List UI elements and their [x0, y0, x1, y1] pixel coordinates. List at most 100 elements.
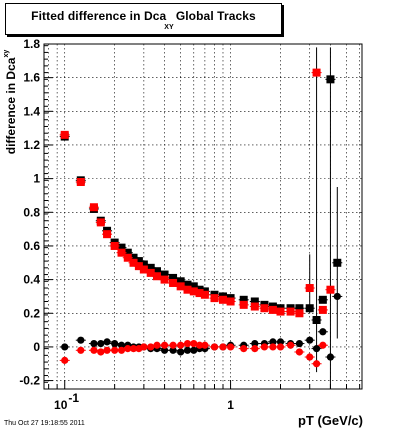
data-point-square — [195, 289, 204, 298]
data-point-square — [123, 253, 132, 262]
y-tick-label: 1.8 — [23, 37, 40, 51]
data-point-circle — [295, 348, 304, 356]
y-tick-label: 1.6 — [23, 71, 40, 85]
error-bars — [309, 47, 338, 389]
timestamp: Thu Oct 27 19:18:55 2011 — [4, 420, 85, 427]
data-point-square — [226, 297, 235, 306]
data-point-circle — [286, 341, 295, 349]
data-point-square — [312, 316, 321, 324]
data-point-circle — [77, 336, 85, 344]
chart-title: Fitted difference in DcaXYGlobal Tracks — [6, 9, 281, 31]
data-point-circle — [177, 341, 185, 349]
data-point-circle — [312, 345, 321, 353]
data-point-circle — [319, 341, 327, 349]
data-point-circle — [306, 336, 314, 344]
data-point-square — [60, 130, 69, 139]
data-point-circle — [111, 346, 119, 354]
data-point-square — [117, 243, 126, 252]
data-point-square — [76, 178, 85, 186]
data-point-circle — [251, 339, 259, 348]
data-point-square — [239, 295, 248, 304]
data-point-circle — [226, 343, 235, 351]
x-tick-label: 1 — [227, 398, 234, 412]
y-tick-label: 0.8 — [23, 205, 40, 219]
data-point-square — [318, 305, 327, 314]
y-tick-label: 1.2 — [23, 138, 40, 152]
title-suffix: Global Tracks — [175, 9, 256, 23]
data-point-square — [189, 282, 198, 291]
data-point-circle — [183, 339, 192, 348]
data-point-square — [169, 278, 178, 287]
data-point-square — [250, 297, 259, 306]
data-point-circle — [169, 346, 177, 354]
data-point-circle — [160, 346, 169, 354]
data-point-square — [286, 307, 295, 316]
x-tick-label: 10 — [54, 398, 68, 412]
data-point-circle — [240, 345, 248, 353]
data-point-square — [129, 253, 138, 262]
data-point-circle — [77, 346, 85, 354]
data-point-circle — [269, 338, 277, 346]
data-point-circle — [295, 339, 304, 348]
data-point-square — [139, 260, 148, 269]
data-point-square — [146, 268, 155, 277]
data-point-circle — [210, 343, 219, 351]
data-point-circle — [61, 343, 69, 351]
data-point-square — [89, 203, 98, 212]
data-point-square — [96, 218, 105, 227]
title-box: Fitted difference in DcaXYGlobal Tracks — [5, 3, 282, 35]
data-point-square — [139, 265, 148, 274]
data-point-circle — [90, 346, 98, 354]
data-point-circle — [169, 341, 177, 349]
axis-ticks — [44, 43, 361, 390]
data-point-square — [183, 285, 192, 294]
data-point-square — [326, 75, 335, 84]
data-point-circle — [97, 339, 105, 348]
data-point-square — [134, 257, 143, 266]
data-point-circle — [177, 348, 185, 356]
y-tick-label: 0 — [33, 340, 40, 354]
data-point-circle — [219, 343, 227, 351]
data-point-circle — [306, 353, 314, 361]
data-point-square — [250, 302, 259, 311]
data-point-square — [117, 248, 126, 257]
data-point-square — [129, 258, 138, 267]
data-point-square — [176, 282, 185, 291]
data-point-square — [210, 294, 219, 303]
data-point-circle — [103, 346, 111, 354]
data-point-circle — [129, 345, 138, 353]
data-point-square — [305, 304, 314, 313]
y-tick-label: 0.2 — [23, 306, 40, 320]
data-point-square — [268, 305, 277, 314]
data-point-square — [318, 295, 327, 304]
data-point-square — [152, 267, 161, 276]
data-point-square — [312, 68, 321, 77]
data-point-circle — [251, 345, 259, 353]
data-point-square — [326, 285, 335, 294]
data-point-circle — [160, 341, 169, 349]
data-point-circle — [61, 356, 69, 364]
data-point-square — [295, 304, 304, 313]
data-point-square — [183, 280, 192, 289]
data-point-circle — [147, 343, 155, 351]
data-point-square — [200, 290, 209, 299]
data-point-circle — [201, 341, 209, 349]
data-point-square — [333, 258, 342, 267]
data-point-square — [152, 272, 161, 281]
x-tick-exponent: -1 — [68, 391, 79, 405]
data-point-circle — [124, 345, 132, 353]
data-point-circle — [97, 348, 105, 356]
data-point-square — [123, 248, 132, 257]
data-point-square — [218, 295, 227, 304]
data-point-circle — [183, 346, 192, 354]
data-point-circle — [276, 343, 285, 351]
data-points — [59, 68, 343, 368]
data-point-circle — [276, 338, 285, 346]
data-point-circle — [153, 341, 161, 349]
data-point-circle — [260, 343, 269, 351]
data-point-circle — [333, 292, 341, 301]
data-point-square — [189, 287, 198, 296]
data-point-square — [160, 270, 169, 279]
data-point-circle — [195, 341, 204, 349]
